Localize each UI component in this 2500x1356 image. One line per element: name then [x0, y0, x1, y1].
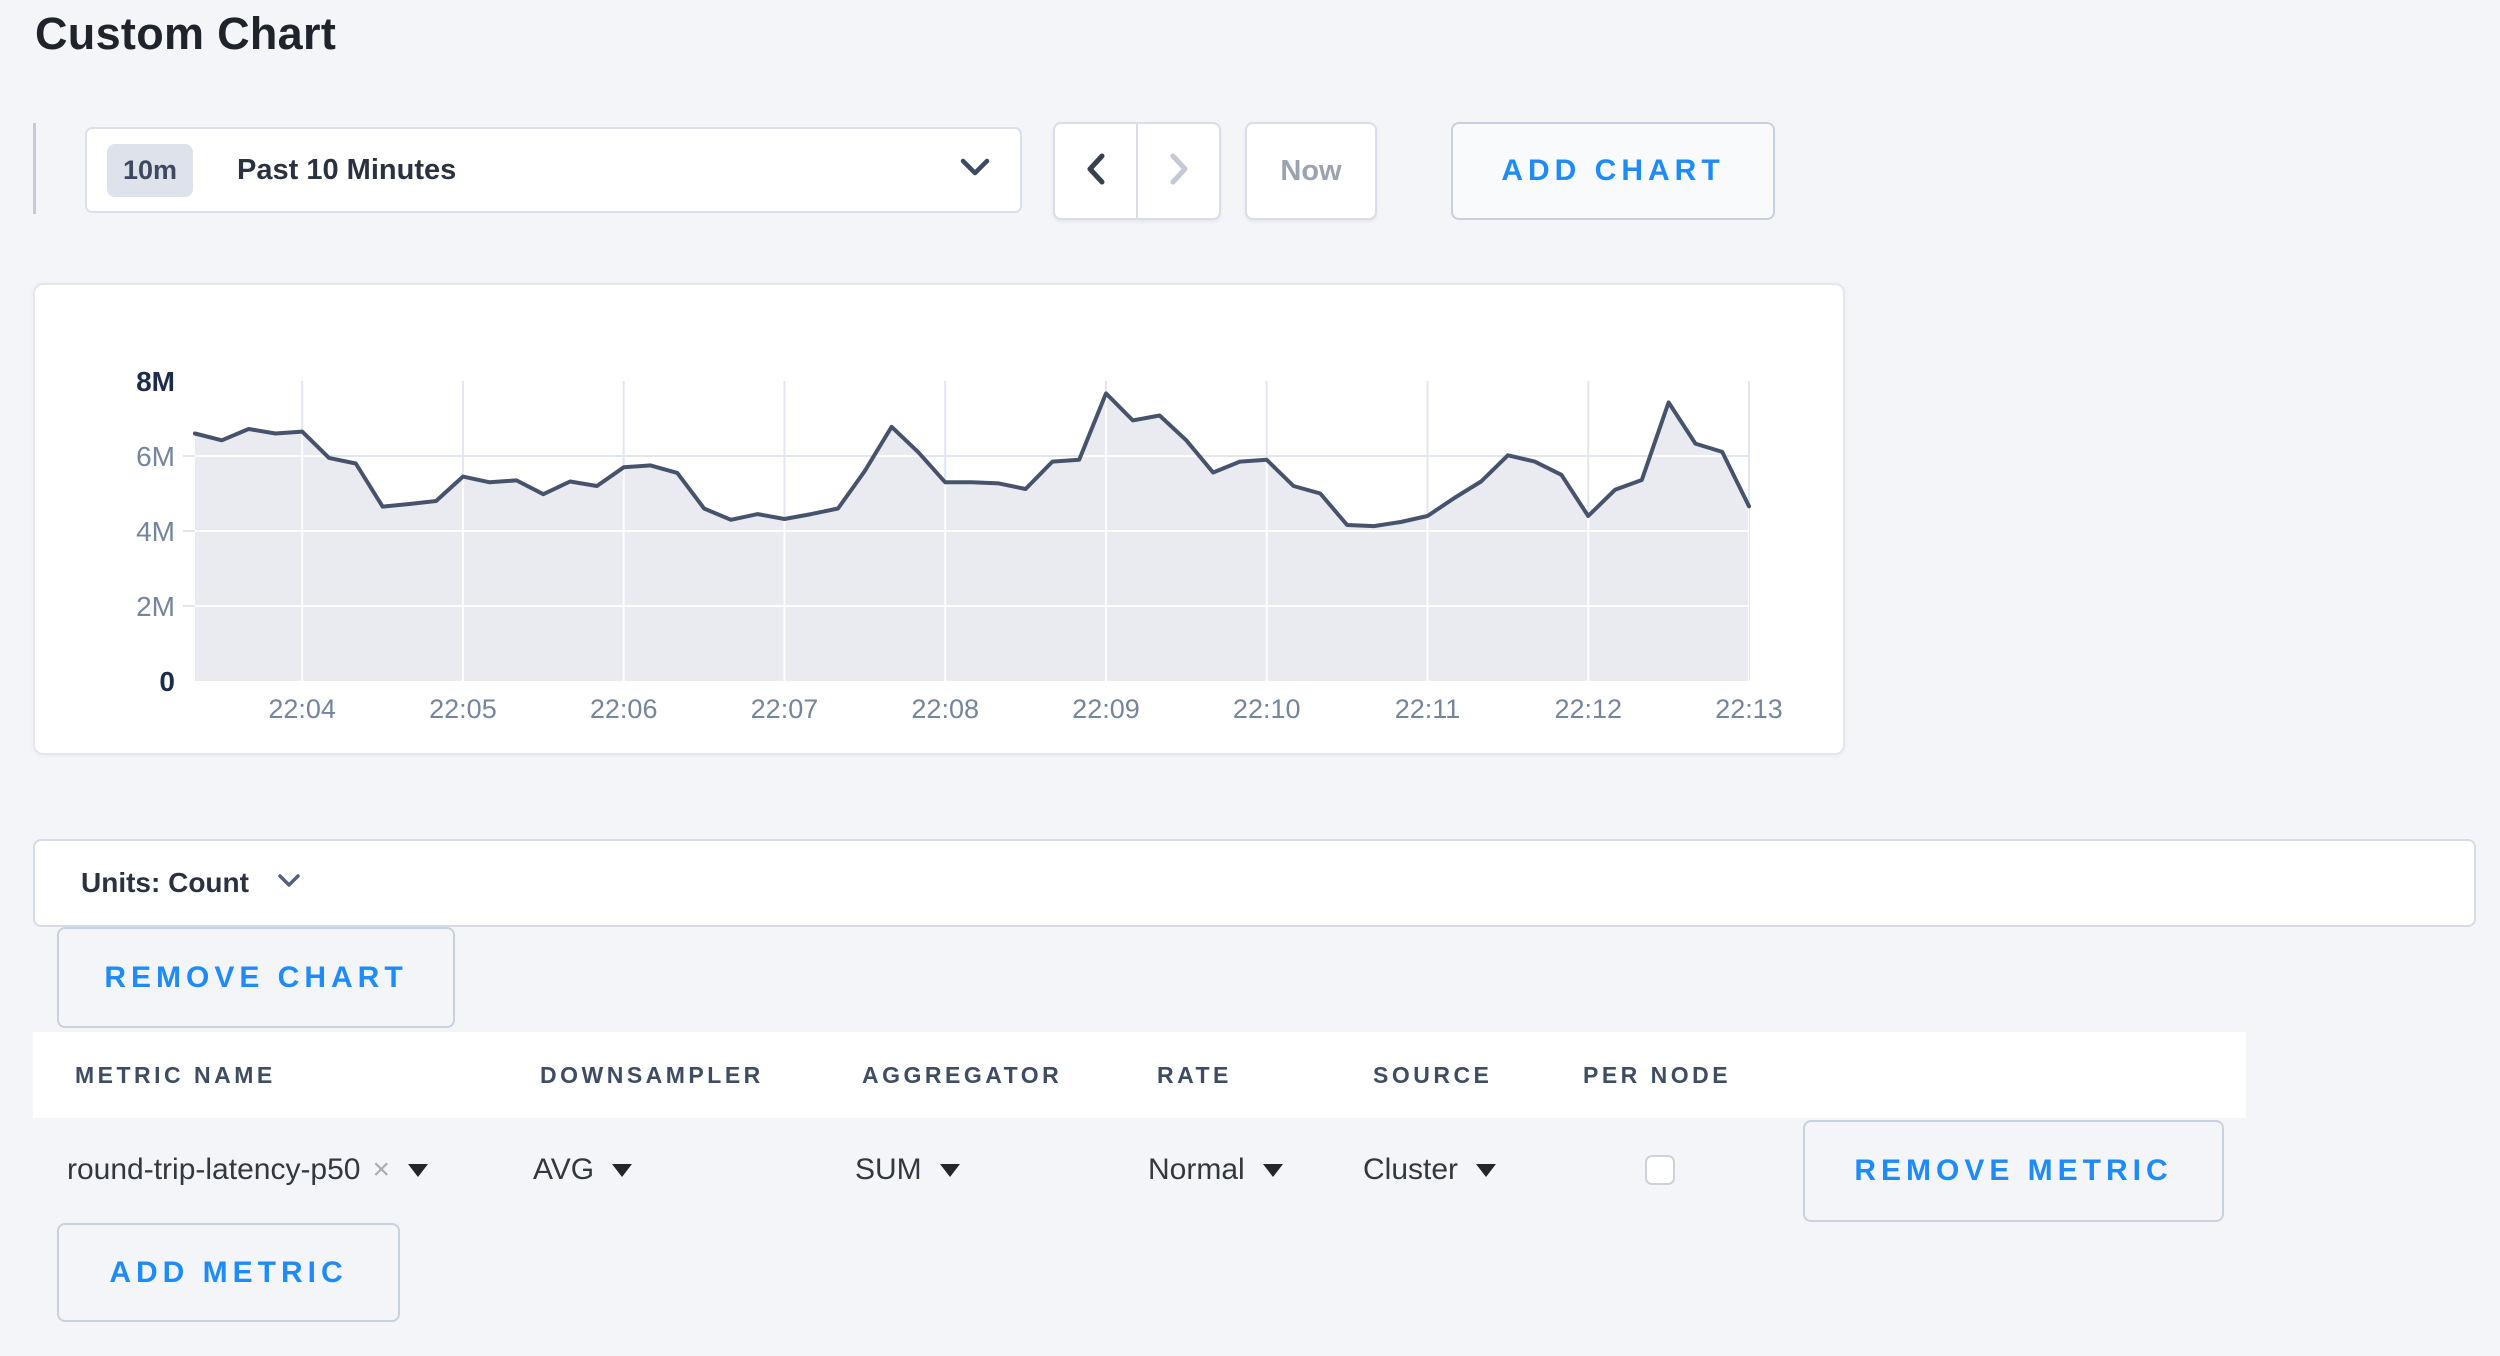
x-axis-tick-label: 22:13 [1715, 694, 1783, 724]
y-axis-tick-label: 4M [136, 516, 175, 547]
y-axis-tick-label: 6M [136, 441, 175, 472]
aggregator-dropdown[interactable]: SUM [855, 1118, 960, 1222]
clear-metric-icon[interactable]: × [372, 1153, 391, 1186]
units-label: Units: Count [81, 867, 249, 898]
per-node-checkbox[interactable] [1645, 1155, 1675, 1185]
chevron-left-icon [1083, 150, 1109, 193]
chevron-down-icon [277, 873, 301, 893]
column-header-source: SOURCE [1373, 1062, 1493, 1088]
rate-value: Normal [1148, 1153, 1245, 1186]
caret-down-icon [939, 1163, 960, 1177]
column-header-downsampler: DOWNSAMPLER [540, 1062, 764, 1088]
caret-down-icon [1262, 1163, 1283, 1177]
metric-name-dropdown[interactable]: round-trip-latency-p50 × [67, 1118, 429, 1222]
metric-area-chart[interactable]: 8M 6M 4M 2M 0 22:04 22:05 22:06 22:07 22:08 22:09 2… [35, 285, 1843, 753]
add-chart-button[interactable]: ADD CHART [1451, 122, 1775, 220]
caret-down-icon [612, 1163, 633, 1177]
next-range-button[interactable] [1138, 124, 1219, 218]
downsampler-value: AVG [533, 1153, 595, 1186]
remove-chart-button[interactable]: REMOVE CHART [57, 927, 455, 1028]
x-axis-tick-label: 22:09 [1072, 694, 1140, 724]
column-header-rate: RATE [1157, 1062, 1232, 1088]
x-axis-tick-label: 22:04 [268, 694, 336, 724]
time-range-badge: 10m [107, 143, 194, 197]
y-axis-tick-label: 2M [136, 591, 175, 622]
page-title: Custom Chart [35, 8, 337, 59]
x-axis-tick-label: 22:07 [751, 694, 819, 724]
metric-table-row: round-trip-latency-p50 × AVG SUM Normal … [33, 1118, 2246, 1222]
y-axis-tick-label: 0 [159, 666, 175, 697]
caret-down-icon [408, 1163, 429, 1177]
source-value: Cluster [1363, 1153, 1459, 1186]
units-dropdown[interactable]: Units: Count [33, 839, 2476, 927]
time-pager [1053, 122, 1221, 220]
metric-name-value: round-trip-latency-p50 [67, 1153, 361, 1186]
x-axis-tick-label: 22:08 [911, 694, 979, 724]
downsampler-dropdown[interactable]: AVG [533, 1118, 633, 1222]
metric-chart-card: 8M 6M 4M 2M 0 22:04 22:05 22:06 22:07 22:08 22:09 2… [33, 283, 1845, 755]
caret-down-icon [1476, 1163, 1497, 1177]
time-range-dropdown[interactable]: 10m Past 10 Minutes [85, 127, 1022, 213]
now-button[interactable]: Now [1245, 122, 1377, 220]
y-axis-tick-label: 8M [136, 366, 175, 397]
prev-range-button[interactable] [1055, 124, 1138, 218]
chevron-down-icon [960, 158, 990, 182]
time-range-label: Past 10 Minutes [237, 153, 457, 186]
chevron-right-icon [1166, 150, 1192, 193]
source-dropdown[interactable]: Cluster [1363, 1118, 1497, 1222]
x-axis-tick-label: 22:05 [429, 694, 497, 724]
toolbar-accent-divider [33, 123, 36, 214]
x-axis-tick-label: 22:12 [1554, 694, 1622, 724]
x-axis-tick-label: 22:10 [1233, 694, 1301, 724]
column-header-aggregator: AGGREGATOR [862, 1062, 1063, 1088]
x-axis-tick-label: 22:06 [590, 694, 658, 724]
column-header-metric-name: METRIC NAME [75, 1062, 276, 1088]
remove-metric-button[interactable]: REMOVE METRIC [1803, 1120, 2224, 1222]
add-metric-button[interactable]: ADD METRIC [57, 1223, 400, 1322]
rate-dropdown[interactable]: Normal [1148, 1118, 1283, 1222]
column-header-per-node: PER NODE [1583, 1062, 1732, 1088]
metrics-table-header: METRIC NAME DOWNSAMPLER AGGREGATOR RATE … [33, 1032, 2246, 1118]
aggregator-value: SUM [855, 1153, 922, 1186]
x-axis-tick-label: 22:11 [1395, 694, 1461, 724]
